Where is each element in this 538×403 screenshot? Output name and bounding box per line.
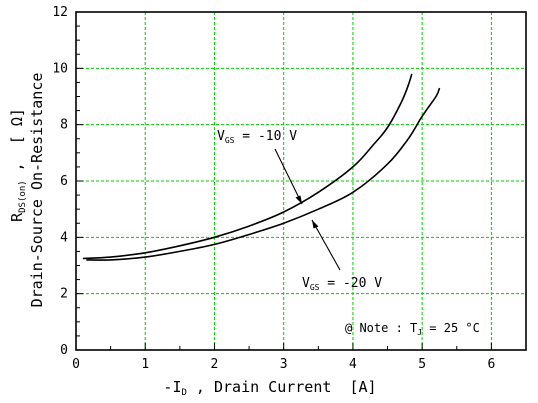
series-arrow-vgs-10 bbox=[274, 148, 303, 205]
series-arrowhead-vgs-20 bbox=[312, 220, 319, 229]
x-axis-label: -ID , Drain Current [A] bbox=[163, 378, 376, 398]
x-tick-label: 3 bbox=[280, 357, 288, 372]
series-line-1 bbox=[86, 87, 441, 261]
grid-lines bbox=[76, 12, 526, 350]
axis-ticks bbox=[75, 11, 527, 351]
x-tick-label: 5 bbox=[418, 357, 426, 372]
y-tick-label: 0 bbox=[60, 343, 68, 358]
y-axis-label-line1: RDS(on) , [ Ω] bbox=[8, 108, 28, 222]
x-tick-label: 6 bbox=[487, 357, 495, 372]
x-tick-label: 2 bbox=[211, 357, 219, 372]
series-line-0 bbox=[82, 73, 413, 260]
series-label-vgs-10: VGS = -10 V bbox=[217, 129, 297, 145]
y-tick-label: 10 bbox=[52, 61, 68, 76]
series-label-vgs-20: VGS = -20 V bbox=[302, 276, 382, 292]
series-arrowhead-vgs-10 bbox=[295, 195, 302, 204]
series-arrow-vgs-20 bbox=[311, 219, 341, 271]
y-axis-label-line2: Drain-Source On-Resistance bbox=[28, 73, 46, 308]
temperature-note: @ Note : TJ = 25 °C bbox=[345, 321, 480, 337]
y-tick-label: 4 bbox=[60, 230, 68, 245]
y-tick-label: 12 bbox=[52, 5, 68, 20]
y-tick-label: 2 bbox=[60, 287, 68, 302]
x-tick-label: 4 bbox=[349, 357, 357, 372]
y-tick-label: 8 bbox=[60, 118, 68, 133]
y-tick-label: 6 bbox=[60, 174, 68, 189]
x-tick-label: 0 bbox=[72, 357, 80, 372]
series-curves bbox=[82, 73, 441, 261]
x-tick-label: 1 bbox=[141, 357, 149, 372]
